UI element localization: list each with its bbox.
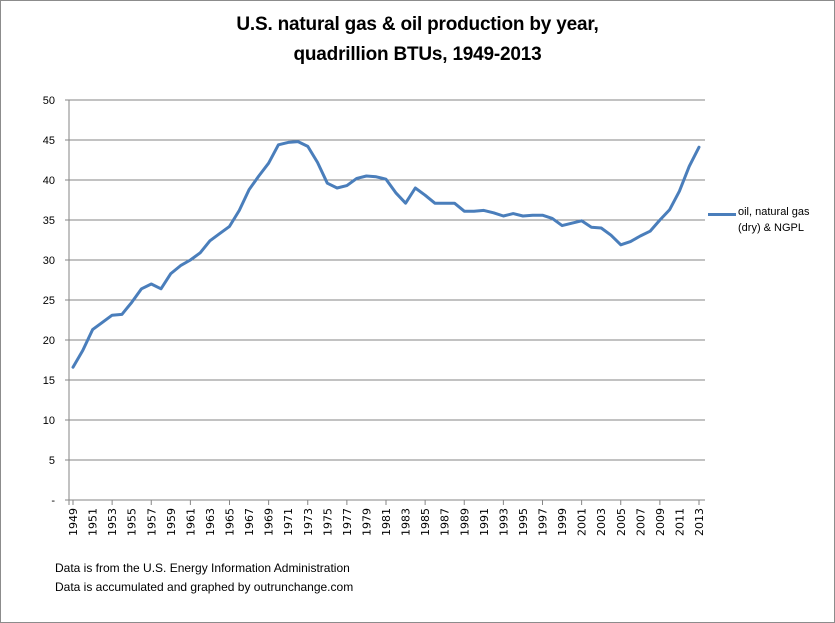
y-tick-label: 35 [43,215,55,227]
x-tick-label: 1971 [282,508,295,536]
y-tick-label: 15 [43,375,55,387]
x-tick-label: 1981 [380,508,393,536]
y-tick-label: 40 [43,175,55,187]
x-tick-label: 1973 [302,508,315,536]
series-line [71,140,701,369]
x-tick-label: 1999 [556,508,569,536]
legend-label-line1: oil, natural gas [738,206,810,218]
x-tick-label: 1967 [243,508,256,536]
x-tick-label: 1959 [165,508,178,536]
x-tick-label: 2001 [576,508,589,536]
y-tick-label: 30 [43,255,55,267]
x-tick-label: 1953 [106,508,119,536]
legend-swatch [708,213,736,216]
legend-label-line2: (dry) & NGPL [738,222,805,234]
x-tick-labels: 1949 1951 1953 1955 1957 1959 1961 1963 1965 1967… [67,508,706,536]
chart-subtitle: quadrillion BTUs, 1949-2013 [293,44,542,65]
x-tick-label: 2009 [654,508,667,536]
y-tick-label: 45 [43,135,55,147]
x-tick-label: 1975 [321,508,334,536]
x-tick-label: 1993 [497,508,510,536]
chart-title: U.S. natural gas & oil production by yea… [236,14,599,35]
x-tick-label: 1991 [478,508,491,536]
x-tick-label: 1963 [204,508,217,536]
x-tick-label: 1965 [224,508,237,536]
y-tick-label: - [51,495,55,507]
x-tick-label: 2007 [634,508,647,536]
y-tick-label: 50 [43,95,55,107]
x-tick-label: 2011 [673,508,686,536]
legend-label: oil, natural gas (dry) & NGPL [738,204,833,236]
x-tick-label: 1987 [439,508,452,536]
y-tick-labels: - 5 10 15 20 25 30 35 40 45 50 [43,95,56,507]
x-tick-label: 1989 [458,508,471,536]
x-tick-label: 1983 [400,508,413,536]
x-tick-label: 1949 [67,508,80,536]
x-tick-label: 2005 [615,508,628,536]
y-tick-label: 10 [43,415,55,427]
series-group [71,140,701,369]
axes [65,99,705,505]
x-tick-label: 1995 [517,508,530,536]
y-tick-label: 25 [43,295,55,307]
x-tick-label: 1985 [419,508,432,536]
y-tick-label: 20 [43,335,55,347]
x-tick-label: 1961 [184,508,197,536]
credit-note: Data is accumulated and graphed by outru… [55,580,354,594]
x-tick-label: 1979 [360,508,373,536]
x-tick-label: 2013 [693,508,706,536]
source-note: Data is from the U.S. Energy Information… [55,561,350,575]
x-tick-label: 1977 [341,508,354,536]
x-tick-label: 2003 [595,508,608,536]
x-tick-label: 1969 [263,508,276,536]
x-tick-label: 1951 [87,508,100,536]
y-tick-label: 5 [49,455,55,467]
x-tick-label: 1957 [145,508,158,536]
x-tick-label: 1955 [126,508,139,536]
gridlines [65,99,705,461]
x-tick-label: 1997 [537,508,550,536]
